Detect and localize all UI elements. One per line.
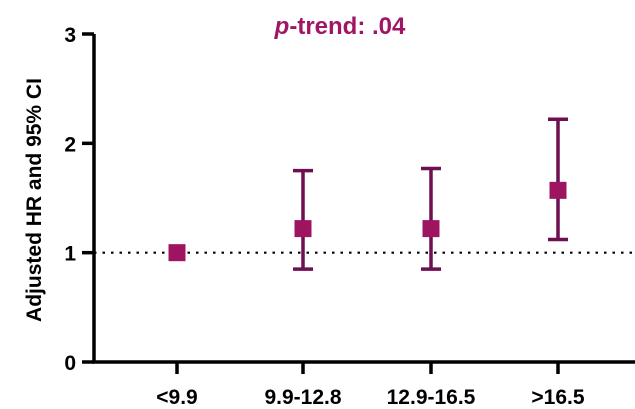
y-axis-label: Adjusted HR and 95% CI — [23, 78, 46, 322]
error-bar — [548, 117, 568, 242]
data-points — [168, 181, 567, 262]
error-bar — [421, 166, 441, 271]
chart-title-suffix: -trend: .04 — [289, 13, 406, 40]
error-bars — [293, 117, 568, 271]
y-ticks: 0 1 2 3 — [64, 24, 94, 375]
chart-title-prefix: p — [274, 13, 290, 40]
x-tick-label: >16.5 — [531, 386, 584, 409]
x-tick-label: 9.9-12.8 — [264, 386, 341, 409]
y-tick-label: 3 — [64, 24, 76, 47]
data-point — [294, 220, 312, 238]
x-ticks: <9.9 9.9-12.8 12.9-16.5 >16.5 — [156, 362, 585, 409]
x-tick-label: <9.9 — [156, 386, 197, 409]
chart-title: p-trend: .04 — [274, 13, 406, 40]
data-point — [422, 220, 440, 238]
x-tick-label: 12.9-16.5 — [387, 386, 476, 409]
y-tick-label: 0 — [64, 352, 76, 375]
data-point — [549, 181, 567, 199]
y-tick-label: 2 — [64, 133, 76, 156]
error-bar — [293, 168, 313, 271]
y-tick-label: 1 — [64, 243, 76, 266]
data-point — [168, 244, 186, 262]
